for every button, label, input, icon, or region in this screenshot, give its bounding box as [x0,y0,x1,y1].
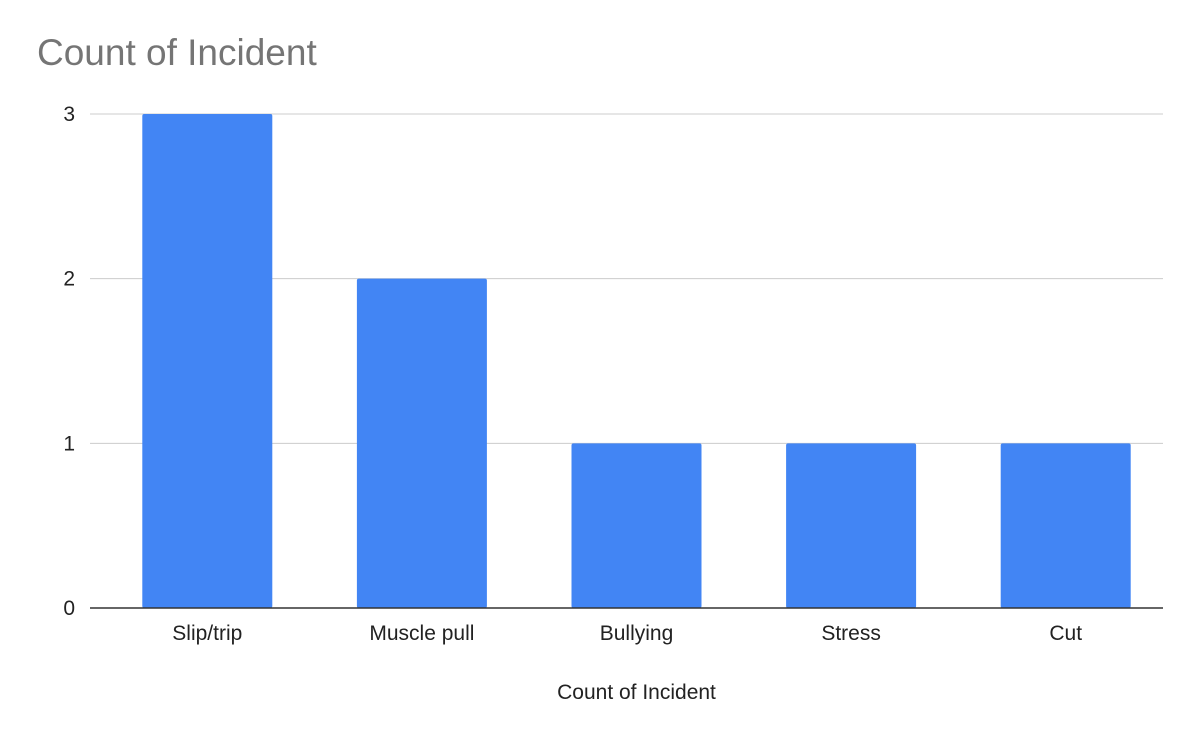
x-axis-title: Count of Incident [557,681,716,704]
x-tick-label: Cut [1049,622,1082,645]
chart-title: Count of Incident [37,32,317,73]
axes: 0 1 2 3 Slip/trip Muscle pull Bullying Stress Cu… [63,103,1163,645]
y-tick-label: 1 [63,432,75,455]
x-tick-label: Slip/trip [172,622,242,645]
y-tick-label: 0 [63,597,75,620]
y-tick-label: 2 [63,268,75,291]
bar [571,443,702,608]
bar [1000,443,1131,608]
bar [356,278,487,608]
bars [142,114,1131,608]
x-tick-label: Bullying [600,622,674,645]
x-tick-label: Muscle pull [369,622,474,645]
bar [786,443,917,608]
y-tick-label: 3 [63,103,75,126]
bar [142,114,273,608]
x-tick-label: Stress [821,622,881,645]
